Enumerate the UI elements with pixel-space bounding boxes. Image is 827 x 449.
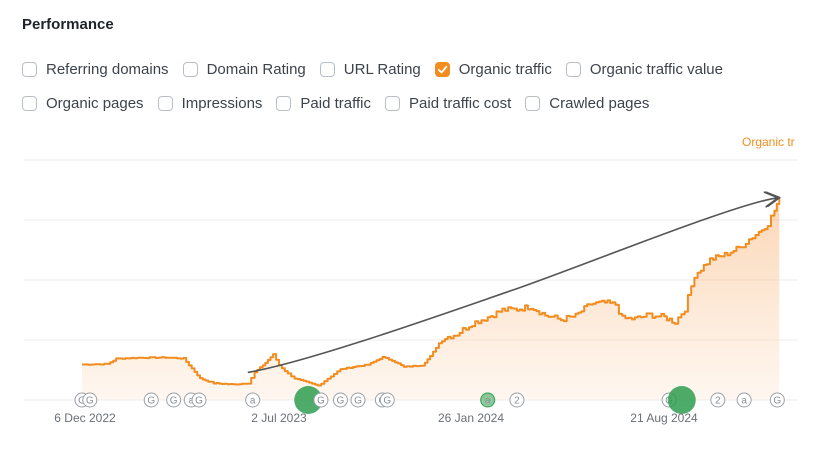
option-impressions[interactable]: Impressions xyxy=(157,95,263,112)
event-marker[interactable]: G xyxy=(143,392,159,408)
event-dot-label: 2 xyxy=(514,396,520,407)
paid-traffic-cost-label: Paid traffic cost xyxy=(409,95,512,112)
event-marker[interactable] xyxy=(294,386,323,414)
event-marker[interactable]: 2 xyxy=(509,392,525,408)
event-marker[interactable]: G xyxy=(769,392,785,408)
referring-domains-label: Referring domains xyxy=(46,61,169,78)
event-dot-label: G xyxy=(773,396,781,407)
event-dot-label: G xyxy=(195,396,203,407)
event-dot-label: a xyxy=(250,396,256,407)
series-area xyxy=(82,198,779,400)
event-marker[interactable]: G xyxy=(82,392,98,408)
event-markers: GGGGaGaGGGGGa2G2aG xyxy=(74,386,785,414)
domain-rating-label: Domain Rating xyxy=(206,61,306,78)
event-dot[interactable] xyxy=(82,392,98,408)
x-tick-label: 21 Aug 2024 xyxy=(630,411,698,425)
event-dot[interactable] xyxy=(736,392,752,408)
event-marker[interactable] xyxy=(667,386,696,414)
organic-traffic-line xyxy=(82,197,781,387)
impressions-label: Impressions xyxy=(181,95,263,112)
x-tick-label: 2 Jul 2023 xyxy=(251,411,307,425)
option-url-rating[interactable]: URL Rating xyxy=(319,61,421,78)
event-dot[interactable] xyxy=(245,392,261,408)
event-dot-label: G xyxy=(78,396,86,407)
event-dot[interactable] xyxy=(379,392,395,408)
referring-domains-checkbox[interactable] xyxy=(22,62,37,77)
event-marker[interactable]: a xyxy=(736,392,752,408)
x-tick-label: 26 Jan 2024 xyxy=(438,411,504,425)
event-dot[interactable] xyxy=(769,392,785,408)
event-dot[interactable] xyxy=(313,392,329,408)
organic-traffic-label: Organic traffic xyxy=(458,61,552,78)
event-dot-label: G xyxy=(354,396,362,407)
organic-pages-checkbox[interactable] xyxy=(22,96,37,111)
url-rating-checkbox[interactable] xyxy=(319,62,335,77)
organic-traffic-value-label: Organic traffic value xyxy=(589,61,723,78)
panel-title: Performance xyxy=(22,16,114,33)
event-marker[interactable]: G xyxy=(332,392,348,408)
option-paid-traffic[interactable]: Paid traffic xyxy=(276,95,371,112)
option-paid-traffic-cost[interactable]: Paid traffic cost xyxy=(385,95,511,112)
event-dot[interactable] xyxy=(143,392,159,408)
option-referring-domains[interactable]: Referring domains xyxy=(22,61,169,78)
event-dot-label: G xyxy=(317,396,325,407)
event-marker[interactable]: G xyxy=(191,392,207,408)
paid-traffic-checkbox[interactable] xyxy=(276,96,292,111)
option-domain-rating[interactable]: Domain Rating xyxy=(182,61,306,78)
option-organic-pages[interactable]: Organic pages xyxy=(22,95,144,112)
event-dot-label: a xyxy=(485,396,491,407)
event-marker[interactable]: G xyxy=(166,392,182,408)
event-dot-label: G xyxy=(337,396,345,407)
x-tick-label: 6 Dec 2022 xyxy=(54,411,116,425)
crawled-pages-checkbox[interactable] xyxy=(525,96,541,111)
event-dot-label: 2 xyxy=(715,396,721,407)
url-rating-label: URL Rating xyxy=(343,61,421,78)
impressions-checkbox[interactable] xyxy=(157,96,173,111)
trend-arrow xyxy=(247,198,778,374)
event-dot-label: G xyxy=(147,396,155,407)
series-label: Organic tr xyxy=(742,135,795,149)
event-dot-label: a xyxy=(188,396,194,407)
paid-traffic-label: Paid traffic xyxy=(300,95,372,112)
event-dot[interactable] xyxy=(480,392,496,408)
option-crawled-pages[interactable]: Crawled pages xyxy=(525,95,649,112)
crawled-pages-label: Crawled pages xyxy=(549,95,650,112)
event-dot-label: G xyxy=(383,396,391,407)
metric-options-row-1: Referring domains Domain Rating URL Rating… xyxy=(22,61,737,78)
metric-options-row-2: Organic pages Impressions Paid traffic Paid… xyxy=(22,95,663,112)
event-marker[interactable]: a xyxy=(480,392,496,408)
domain-rating-checkbox[interactable] xyxy=(182,62,198,77)
axis-labels: 6 Dec 2022 2 Jul 2023 26 Jan 2024 21 Aug 20… xyxy=(54,135,794,425)
option-organic-traffic-value[interactable]: Organic traffic value xyxy=(565,61,723,78)
event-dot-label: G xyxy=(86,396,94,407)
event-cluster-dot[interactable] xyxy=(667,386,696,414)
event-dot[interactable] xyxy=(191,392,207,408)
organic-pages-label: Organic pages xyxy=(46,95,144,112)
event-dot[interactable] xyxy=(332,392,348,408)
organic-traffic-checkbox[interactable] xyxy=(434,62,450,77)
event-dot[interactable] xyxy=(710,392,726,408)
event-marker[interactable]: 2 xyxy=(710,392,726,408)
checkmark-icon xyxy=(437,65,448,74)
event-marker[interactable]: G xyxy=(350,392,366,408)
paid-traffic-cost-checkbox[interactable] xyxy=(385,96,401,111)
option-organic-traffic[interactable]: Organic traffic xyxy=(434,61,552,78)
event-cluster-dot[interactable] xyxy=(294,386,323,414)
event-dot-label: G xyxy=(170,396,178,407)
event-dot-label: a xyxy=(741,396,747,407)
organic-traffic-value-checkbox[interactable] xyxy=(565,62,581,77)
event-dot[interactable] xyxy=(350,392,366,408)
event-marker[interactable]: G xyxy=(313,392,329,408)
event-dot[interactable] xyxy=(509,392,525,408)
event-marker[interactable]: a xyxy=(245,392,261,408)
event-dot[interactable] xyxy=(166,392,182,408)
event-marker[interactable]: G xyxy=(379,392,395,408)
organic-traffic-area xyxy=(82,197,780,400)
